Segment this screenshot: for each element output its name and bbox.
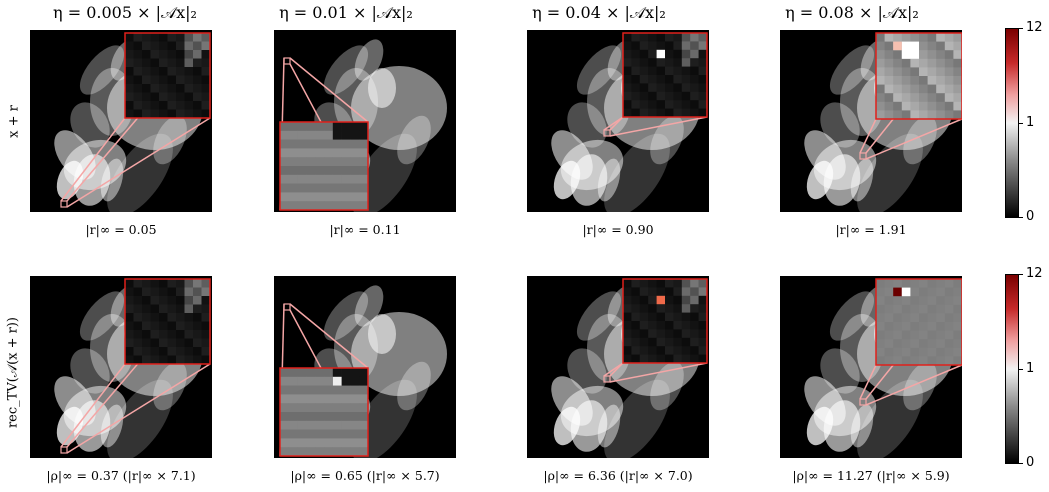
colorbar <box>1005 274 1019 464</box>
colorbar-tick <box>1019 463 1023 464</box>
colorbar-tick-label: 0 <box>1026 209 1035 224</box>
column-title: η = 0.01 × |𝒜x|₂ <box>279 3 413 22</box>
image-panel <box>30 276 212 458</box>
image-panel <box>780 30 962 212</box>
caption: |r|∞ = 0.11 <box>329 222 401 237</box>
image-panel <box>527 30 709 212</box>
colorbar-tick <box>1019 217 1023 218</box>
colorbar-tick-label: 12 <box>1026 20 1043 35</box>
caption: |ρ|∞ = 6.36 (|r|∞ × 7.0) <box>543 468 693 483</box>
image-panel <box>527 276 709 458</box>
caption: |ρ|∞ = 0.65 (|r|∞ × 5.7) <box>290 468 440 483</box>
image-panel <box>274 276 456 458</box>
image-panel <box>30 30 212 212</box>
colorbar-tick-label: 1 <box>1026 115 1035 130</box>
colorbar-tick <box>1019 274 1023 275</box>
colorbar-tick-label: 0 <box>1026 455 1035 470</box>
colorbar-tick <box>1019 28 1023 29</box>
caption: |ρ|∞ = 11.27 (|r|∞ × 5.9) <box>792 468 950 483</box>
column-title: η = 0.08 × |𝒜x|₂ <box>785 3 919 22</box>
colorbar-tick-label: 12 <box>1026 266 1043 281</box>
caption: |r|∞ = 1.91 <box>835 222 907 237</box>
caption: |ρ|∞ = 0.37 (|r|∞ × 7.1) <box>46 468 196 483</box>
caption: |r|∞ = 0.90 <box>582 222 654 237</box>
colorbar-tick-label: 1 <box>1026 361 1035 376</box>
image-panel <box>780 276 962 458</box>
column-title: η = 0.04 × |𝒜x|₂ <box>532 3 666 22</box>
row-label: x + r <box>6 105 22 138</box>
colorbar <box>1005 28 1019 218</box>
column-title: η = 0.005 × |𝒜x|₂ <box>53 3 197 22</box>
image-panel <box>274 30 456 212</box>
caption: |r|∞ = 0.05 <box>85 222 157 237</box>
colorbar-tick <box>1019 123 1023 124</box>
colorbar-tick <box>1019 369 1023 370</box>
row-label: rec_TV(𝒜(x + r)) <box>5 316 21 429</box>
